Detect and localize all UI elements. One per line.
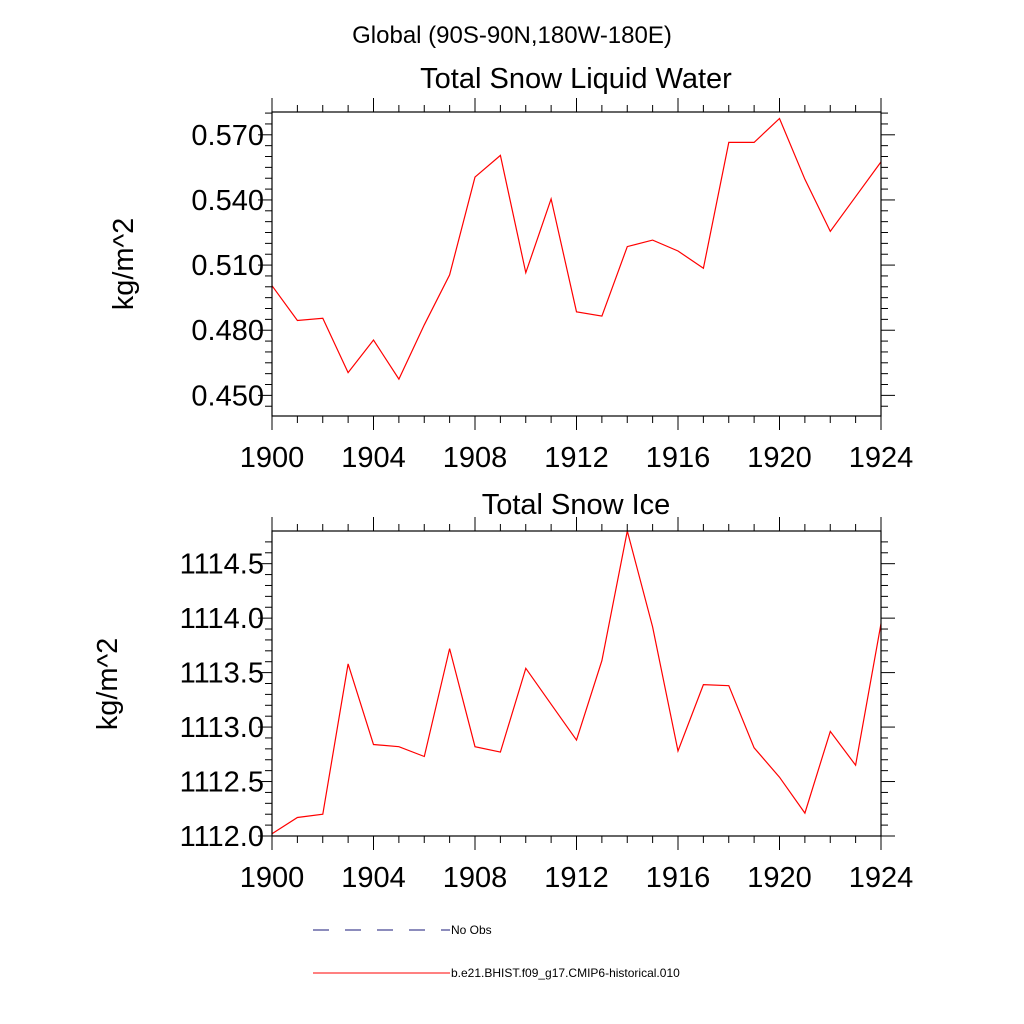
series-line bbox=[271, 530, 882, 835]
y-tick-label: 0.480 bbox=[191, 315, 264, 347]
panel-snow-ice: Total Snow Ice kg/m^2 1900 1904 1908 1912 19… bbox=[92, 489, 913, 894]
series-line bbox=[271, 117, 882, 381]
x-tick-label: 1908 bbox=[443, 862, 508, 894]
x-tick-label: 1916 bbox=[646, 862, 711, 894]
x-tick-label: 1924 bbox=[849, 862, 914, 894]
tick-labels-snow-ice: 1900 1904 1908 1912 1916 1920 1924 1112.0 1112.5… bbox=[180, 549, 914, 894]
legend: No Obs b.e21.BHIST.f09_g17.CMIP6-histori… bbox=[313, 923, 680, 980]
x-tick-label: 1912 bbox=[544, 442, 609, 474]
y-tick-label: 1113.0 bbox=[180, 712, 264, 744]
plot-lines-snow-liquid-water bbox=[271, 117, 882, 381]
x-tick-label: 1920 bbox=[747, 442, 812, 474]
axis-ticks-snow-ice bbox=[258, 517, 895, 850]
figure-suptitle: Global (90S-90N,180W-180E) bbox=[352, 22, 672, 49]
y-tick-label: 0.450 bbox=[191, 380, 264, 412]
y-tick-label: 0.510 bbox=[191, 250, 264, 282]
y-tick-label: 1113.5 bbox=[180, 658, 264, 690]
x-tick-label: 1904 bbox=[341, 862, 406, 894]
y-axis-label-snow-liquid-water: kg/m^2 bbox=[108, 218, 140, 311]
tick-labels-snow-liquid-water: 1900 1904 1908 1912 1916 1920 1924 0.450 0.480 0.… bbox=[191, 120, 913, 474]
plot-frame-snow-liquid-water bbox=[271, 111, 882, 417]
panel-snow-liquid-water: Total Snow Liquid Water kg/m^2 1900 1904 1… bbox=[108, 63, 913, 474]
y-tick-label: 0.540 bbox=[191, 185, 264, 217]
x-tick-label: 1924 bbox=[849, 442, 914, 474]
x-tick-label: 1916 bbox=[646, 442, 711, 474]
plot-frame-snow-ice bbox=[271, 530, 882, 837]
x-tick-label: 1908 bbox=[443, 442, 508, 474]
legend-label-no-obs: No Obs bbox=[451, 923, 492, 937]
legend-label-model: b.e21.BHIST.f09_g17.CMIP6-historical.010 bbox=[451, 966, 680, 980]
y-tick-label: 1114.5 bbox=[180, 549, 264, 581]
x-tick-label: 1920 bbox=[747, 862, 812, 894]
x-tick-label: 1912 bbox=[544, 862, 609, 894]
y-tick-label: 1114.0 bbox=[180, 603, 264, 635]
panel-title-snow-ice: Total Snow Ice bbox=[482, 489, 671, 521]
y-tick-label: 1112.5 bbox=[180, 767, 264, 799]
x-tick-label: 1904 bbox=[341, 442, 406, 474]
y-tick-label: 0.570 bbox=[191, 120, 264, 152]
panel-title-snow-liquid-water: Total Snow Liquid Water bbox=[420, 63, 732, 95]
x-tick-label: 1900 bbox=[240, 442, 305, 474]
y-axis-label-snow-ice: kg/m^2 bbox=[92, 638, 124, 731]
x-tick-label: 1900 bbox=[240, 862, 305, 894]
axis-ticks-snow-liquid-water bbox=[258, 98, 895, 430]
plot-lines-snow-ice bbox=[271, 530, 882, 835]
y-tick-label: 1112.0 bbox=[180, 821, 264, 853]
